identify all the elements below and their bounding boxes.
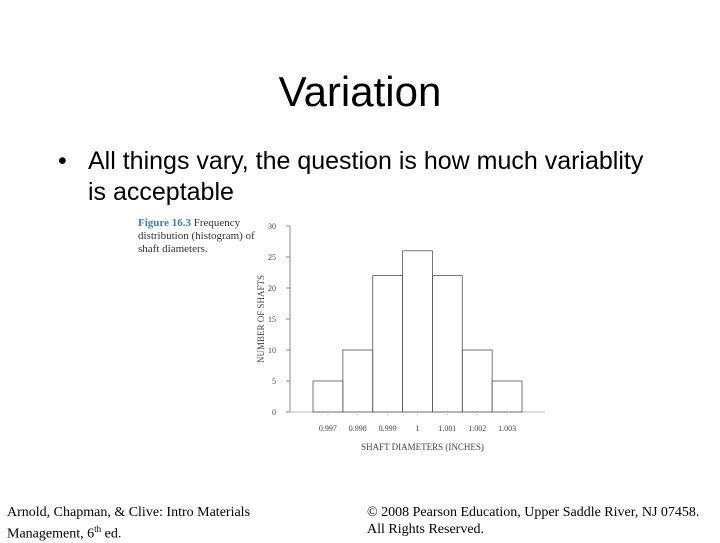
y-tick-label: 5 bbox=[272, 377, 276, 386]
footer-citation-suffix: ed. bbox=[101, 526, 122, 542]
figure-label: Figure 16.3 bbox=[138, 217, 191, 229]
footer-citation-ordinal: th bbox=[94, 524, 102, 534]
x-tick-label: 1.002 bbox=[468, 424, 486, 433]
histogram-bar bbox=[342, 349, 374, 413]
y-tick-label: 20 bbox=[268, 284, 276, 293]
y-tick-label: 15 bbox=[268, 315, 276, 324]
histogram-chart: 0 5 10 15 20 25 30 0.997 0.998 0.999 1 1.001 1.002 1.… bbox=[240, 210, 560, 460]
x-tick-label: 1.003 bbox=[498, 424, 516, 433]
footer-citation-line1: Arnold, Chapman, & Clive: Intro Material… bbox=[7, 505, 251, 520]
bullet-symbol: • bbox=[58, 147, 67, 175]
y-tick-label: 25 bbox=[268, 253, 276, 262]
y-tick-label: 30 bbox=[268, 222, 276, 231]
histogram-bar bbox=[491, 380, 523, 413]
figure-caption: Figure 16.3 Frequency distribution (hist… bbox=[138, 217, 256, 256]
slide-title: Variation bbox=[278, 68, 442, 115]
x-tick-label: 0.997 bbox=[319, 424, 337, 433]
y-tick-label: 10 bbox=[268, 346, 276, 355]
histogram-bar bbox=[402, 250, 433, 413]
y-axis-label: NUMBER OF SHAFTS bbox=[256, 275, 266, 363]
figure-caption-text: Frequency distribution (histogram) of sh… bbox=[138, 217, 255, 255]
histogram-bar bbox=[312, 380, 344, 413]
bullet-text: All things vary, the question is how muc… bbox=[88, 147, 644, 206]
histogram-bar bbox=[372, 275, 403, 413]
footer-copyright-line1: © 2008 Pearson Education, Upper Saddle R… bbox=[367, 505, 700, 520]
bullet-item: • All things vary, the question is how m… bbox=[58, 146, 658, 208]
x-tick-label: 1 bbox=[416, 424, 420, 433]
footer-citation: Arnold, Chapman, & Clive: Intro Material… bbox=[7, 504, 277, 543]
footer-copyright-line2: All Rights Reserved. bbox=[367, 522, 485, 537]
x-tick-label: 1.001 bbox=[438, 424, 456, 433]
footer-copyright: © 2008 Pearson Education, Upper Saddle R… bbox=[367, 504, 717, 538]
x-axis-label: SHAFT DIAMETERS (INCHES) bbox=[361, 442, 484, 452]
histogram-bar bbox=[432, 275, 463, 413]
footer-citation-line2: Management, 6th ed. bbox=[7, 521, 277, 543]
footer-citation-edition: Management, 6 bbox=[7, 526, 95, 542]
histogram-bar bbox=[461, 349, 493, 413]
y-tick-label: 0 bbox=[272, 408, 276, 417]
histogram-svg: 0 5 10 15 20 25 30 0.997 0.998 0.999 1 1.001 1.002 1.… bbox=[256, 222, 545, 452]
x-tick-label: 0.999 bbox=[379, 424, 397, 433]
x-tick-label: 0.998 bbox=[349, 424, 367, 433]
